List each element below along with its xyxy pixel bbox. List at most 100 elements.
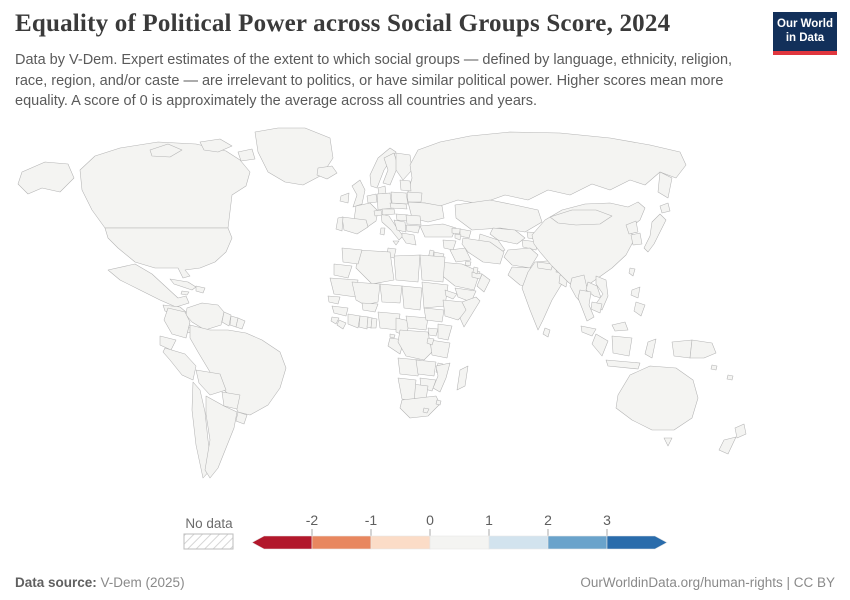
country-brazil[interactable] <box>189 324 287 416</box>
country-senegal[interactable] <box>327 295 341 305</box>
country-western-sahara[interactable] <box>333 263 353 279</box>
country-hispaniola[interactable] <box>195 285 206 294</box>
country-poland[interactable] <box>390 191 409 205</box>
country-south-korea[interactable] <box>630 232 643 246</box>
country-indonesia-sulawesi[interactable] <box>644 338 657 359</box>
country-libya[interactable] <box>393 254 421 283</box>
legend-segment--2to-1[interactable] <box>311 535 372 550</box>
country-malaysia-borneo[interactable] <box>611 321 629 332</box>
country-kuwait[interactable] <box>464 260 472 267</box>
country-spain[interactable] <box>341 216 369 235</box>
country-angola[interactable] <box>397 357 421 377</box>
country-cuba[interactable] <box>169 278 197 291</box>
country-italy-sicily[interactable] <box>392 240 400 246</box>
country-mexico[interactable] <box>107 263 190 308</box>
country-georgia[interactable] <box>451 227 462 235</box>
country-somalia[interactable] <box>459 296 481 328</box>
country-bulgaria[interactable] <box>405 224 421 234</box>
country-lesotho[interactable] <box>422 407 430 414</box>
country-russia[interactable] <box>407 131 687 207</box>
country-italy-sardinia[interactable] <box>379 227 386 236</box>
legend-segment-0to1[interactable] <box>429 535 490 550</box>
country-united-kingdom[interactable] <box>351 179 366 208</box>
country-uae[interactable] <box>471 271 483 280</box>
country-indonesia-west-new-guinea[interactable] <box>671 339 693 359</box>
country-sierra-leone[interactable] <box>330 316 340 325</box>
country-laos[interactable] <box>585 281 602 299</box>
country-ireland[interactable] <box>339 192 350 204</box>
country-equatorial-guinea[interactable] <box>389 333 396 339</box>
country-iran[interactable] <box>461 237 505 265</box>
country-sri-lanka[interactable] <box>542 327 551 338</box>
country-canada-arctic[interactable] <box>149 143 183 158</box>
country-guyana[interactable] <box>221 311 232 327</box>
legend-segment-2to3[interactable] <box>547 535 608 550</box>
country-south-africa[interactable] <box>399 395 441 419</box>
country-tanzania[interactable] <box>429 339 451 359</box>
country-rwanda-burundi[interactable] <box>426 337 435 346</box>
country-eritrea[interactable] <box>444 289 458 300</box>
country-belarus[interactable] <box>406 191 423 203</box>
country-turkey[interactable] <box>419 223 457 238</box>
country-venezuela[interactable] <box>185 302 225 331</box>
country-dr-congo[interactable] <box>397 329 433 361</box>
country-eswatini[interactable] <box>435 399 442 406</box>
country-iceland[interactable] <box>316 165 338 180</box>
country-russia-kamchatka[interactable] <box>657 171 673 199</box>
country-finland[interactable] <box>395 152 413 181</box>
legend-segment--1to0[interactable] <box>370 535 431 550</box>
legend-segment-gt3[interactable] <box>606 535 668 550</box>
country-madagascar[interactable] <box>456 365 469 391</box>
country-canada-arctic[interactable] <box>237 148 256 162</box>
country-niger[interactable] <box>379 283 403 304</box>
country-papua-new-guinea[interactable] <box>689 339 717 359</box>
country-mali[interactable] <box>351 281 381 306</box>
country-greece[interactable] <box>401 232 417 246</box>
legend-no-data-swatch[interactable] <box>183 533 234 550</box>
attribution-link[interactable]: OurWorldinData.org/human-rights | CC BY <box>580 575 835 590</box>
country-baltics[interactable] <box>399 179 412 192</box>
country-benin[interactable] <box>370 317 378 329</box>
country-algeria[interactable] <box>355 249 395 285</box>
country-central-african-republic[interactable] <box>405 315 429 331</box>
country-balkans[interactable] <box>393 219 407 233</box>
country-qatar[interactable] <box>472 266 479 275</box>
country-nepal[interactable] <box>536 261 554 271</box>
country-south-sudan[interactable] <box>423 307 445 323</box>
country-new-zealand-north[interactable] <box>734 423 747 439</box>
legend-segment-1to2[interactable] <box>488 535 549 550</box>
country-zambia[interactable] <box>415 359 437 377</box>
country-chad[interactable] <box>401 285 423 311</box>
country-philippines-south[interactable] <box>633 301 646 317</box>
country-mozambique[interactable] <box>432 362 451 393</box>
country-uzbekistan[interactable] <box>489 227 526 245</box>
country-liberia[interactable] <box>336 319 347 330</box>
country-switzerland[interactable] <box>373 209 383 217</box>
country-guinea[interactable] <box>331 305 349 317</box>
country-bolivia[interactable] <box>195 369 227 396</box>
country-paraguay[interactable] <box>221 391 241 410</box>
country-thailand[interactable] <box>577 289 595 322</box>
country-ivory-coast[interactable] <box>347 313 361 329</box>
country-indonesia-sumatra[interactable] <box>591 333 609 357</box>
country-mongolia[interactable] <box>549 209 613 226</box>
country-morocco[interactable] <box>341 247 363 265</box>
country-portugal[interactable] <box>335 216 344 232</box>
country-new-zealand-south[interactable] <box>718 436 737 455</box>
country-kenya[interactable] <box>437 323 453 341</box>
country-burkina-faso[interactable] <box>361 302 379 313</box>
country-germany[interactable] <box>376 192 393 211</box>
country-uruguay[interactable] <box>235 411 248 425</box>
legend-segment-lt-2[interactable] <box>251 535 313 550</box>
country-austria[interactable] <box>381 208 396 216</box>
country-canada[interactable] <box>79 141 251 229</box>
country-cambodia[interactable] <box>590 301 603 314</box>
country-japan[interactable] <box>643 213 667 253</box>
country-colombia[interactable] <box>163 307 191 339</box>
country-united-states[interactable] <box>104 227 233 279</box>
country-taiwan[interactable] <box>628 267 636 277</box>
country-philippines[interactable] <box>630 286 641 299</box>
country-azerbaijan[interactable] <box>459 228 472 239</box>
country-jamaica[interactable] <box>180 290 190 296</box>
country-malaysia[interactable] <box>580 325 597 337</box>
